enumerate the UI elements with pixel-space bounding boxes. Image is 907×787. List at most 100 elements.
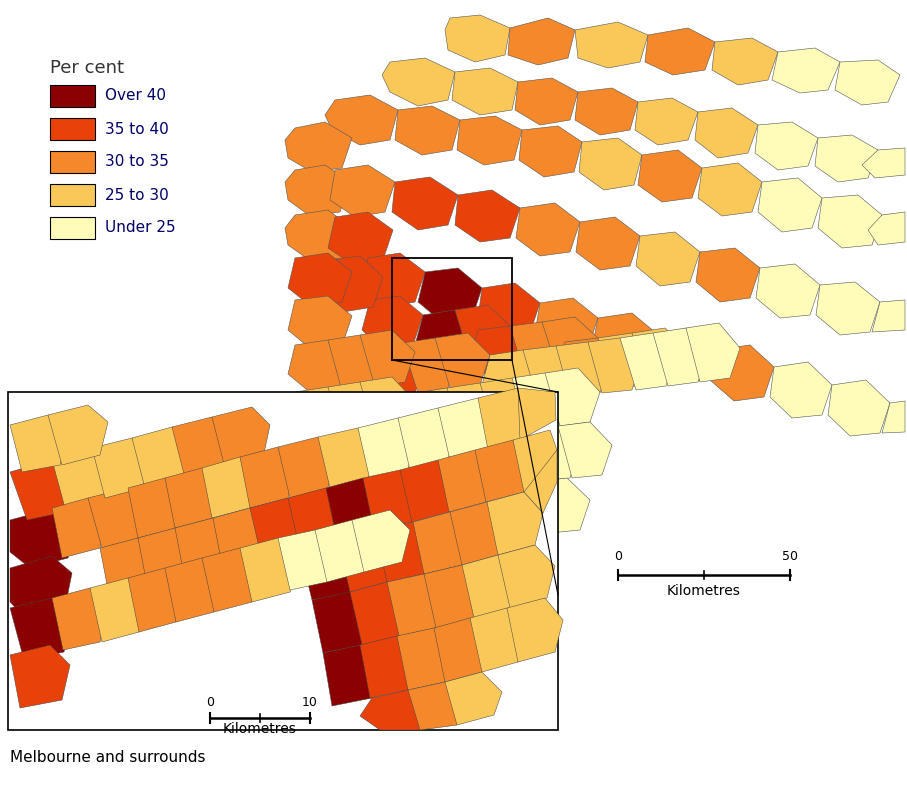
Polygon shape	[382, 58, 455, 106]
Polygon shape	[397, 628, 453, 690]
Polygon shape	[10, 645, 70, 708]
Polygon shape	[288, 387, 350, 441]
Bar	[8, 392, 558, 730]
Polygon shape	[556, 342, 610, 397]
Polygon shape	[288, 488, 345, 550]
Polygon shape	[636, 232, 700, 286]
Polygon shape	[323, 645, 380, 706]
Text: Over 40: Over 40	[105, 88, 166, 104]
Polygon shape	[882, 401, 905, 433]
Polygon shape	[352, 510, 410, 572]
Text: 35 to 40: 35 to 40	[105, 121, 169, 136]
Polygon shape	[240, 538, 298, 602]
Polygon shape	[523, 346, 578, 402]
Polygon shape	[10, 460, 72, 520]
Polygon shape	[472, 484, 534, 540]
Polygon shape	[250, 498, 308, 560]
Polygon shape	[395, 106, 460, 155]
Polygon shape	[424, 565, 482, 628]
Polygon shape	[278, 437, 336, 498]
Polygon shape	[128, 478, 183, 538]
Polygon shape	[575, 88, 638, 135]
Polygon shape	[632, 328, 688, 385]
Polygon shape	[756, 264, 820, 318]
Text: 10: 10	[302, 696, 318, 709]
Text: 50: 50	[782, 550, 798, 563]
Polygon shape	[90, 578, 147, 642]
Polygon shape	[450, 502, 507, 565]
Polygon shape	[653, 328, 708, 386]
Polygon shape	[528, 478, 590, 533]
Polygon shape	[10, 556, 72, 618]
Polygon shape	[525, 426, 580, 481]
Polygon shape	[312, 592, 370, 653]
Polygon shape	[48, 405, 108, 465]
Polygon shape	[300, 540, 358, 600]
Polygon shape	[698, 163, 762, 216]
Polygon shape	[516, 203, 580, 256]
Polygon shape	[513, 430, 557, 492]
Polygon shape	[288, 296, 352, 350]
Polygon shape	[362, 343, 425, 397]
Polygon shape	[325, 95, 398, 145]
Polygon shape	[755, 122, 818, 170]
Polygon shape	[816, 282, 880, 335]
Polygon shape	[696, 248, 760, 302]
Polygon shape	[375, 522, 432, 582]
Bar	[50, 217, 95, 239]
Polygon shape	[447, 383, 502, 438]
Polygon shape	[598, 333, 655, 388]
Polygon shape	[328, 382, 382, 437]
Polygon shape	[435, 333, 490, 388]
Polygon shape	[278, 530, 335, 590]
Polygon shape	[772, 48, 840, 93]
Polygon shape	[558, 422, 612, 478]
Polygon shape	[508, 18, 575, 65]
Text: 0: 0	[206, 696, 214, 709]
Polygon shape	[10, 508, 75, 568]
Polygon shape	[868, 212, 905, 245]
Polygon shape	[828, 380, 890, 436]
Polygon shape	[515, 78, 578, 125]
Polygon shape	[470, 608, 527, 672]
Polygon shape	[492, 430, 547, 485]
Polygon shape	[524, 450, 557, 513]
Polygon shape	[579, 138, 642, 190]
Polygon shape	[635, 98, 698, 145]
Polygon shape	[438, 450, 494, 512]
Polygon shape	[175, 518, 232, 580]
Polygon shape	[542, 317, 598, 372]
Polygon shape	[315, 520, 372, 582]
Polygon shape	[475, 440, 532, 502]
Polygon shape	[686, 323, 740, 382]
Polygon shape	[392, 177, 458, 230]
Polygon shape	[285, 122, 352, 172]
Polygon shape	[338, 530, 395, 592]
Polygon shape	[480, 378, 535, 433]
Bar	[50, 151, 95, 173]
Polygon shape	[288, 340, 352, 394]
Polygon shape	[363, 470, 420, 530]
Polygon shape	[10, 415, 68, 472]
Polygon shape	[862, 148, 905, 178]
Polygon shape	[835, 60, 900, 105]
Polygon shape	[434, 618, 490, 682]
Polygon shape	[478, 388, 534, 450]
Polygon shape	[710, 345, 774, 401]
Polygon shape	[202, 548, 260, 612]
Polygon shape	[52, 498, 108, 558]
Polygon shape	[620, 333, 676, 390]
Polygon shape	[462, 555, 518, 618]
Polygon shape	[330, 165, 395, 217]
Polygon shape	[402, 338, 458, 393]
Polygon shape	[512, 373, 567, 430]
Polygon shape	[285, 483, 345, 537]
Polygon shape	[652, 328, 715, 384]
Polygon shape	[358, 418, 415, 480]
Polygon shape	[213, 508, 270, 570]
Polygon shape	[638, 150, 702, 202]
Polygon shape	[695, 108, 758, 158]
Polygon shape	[415, 310, 478, 365]
Polygon shape	[328, 335, 382, 391]
Polygon shape	[92, 438, 150, 498]
